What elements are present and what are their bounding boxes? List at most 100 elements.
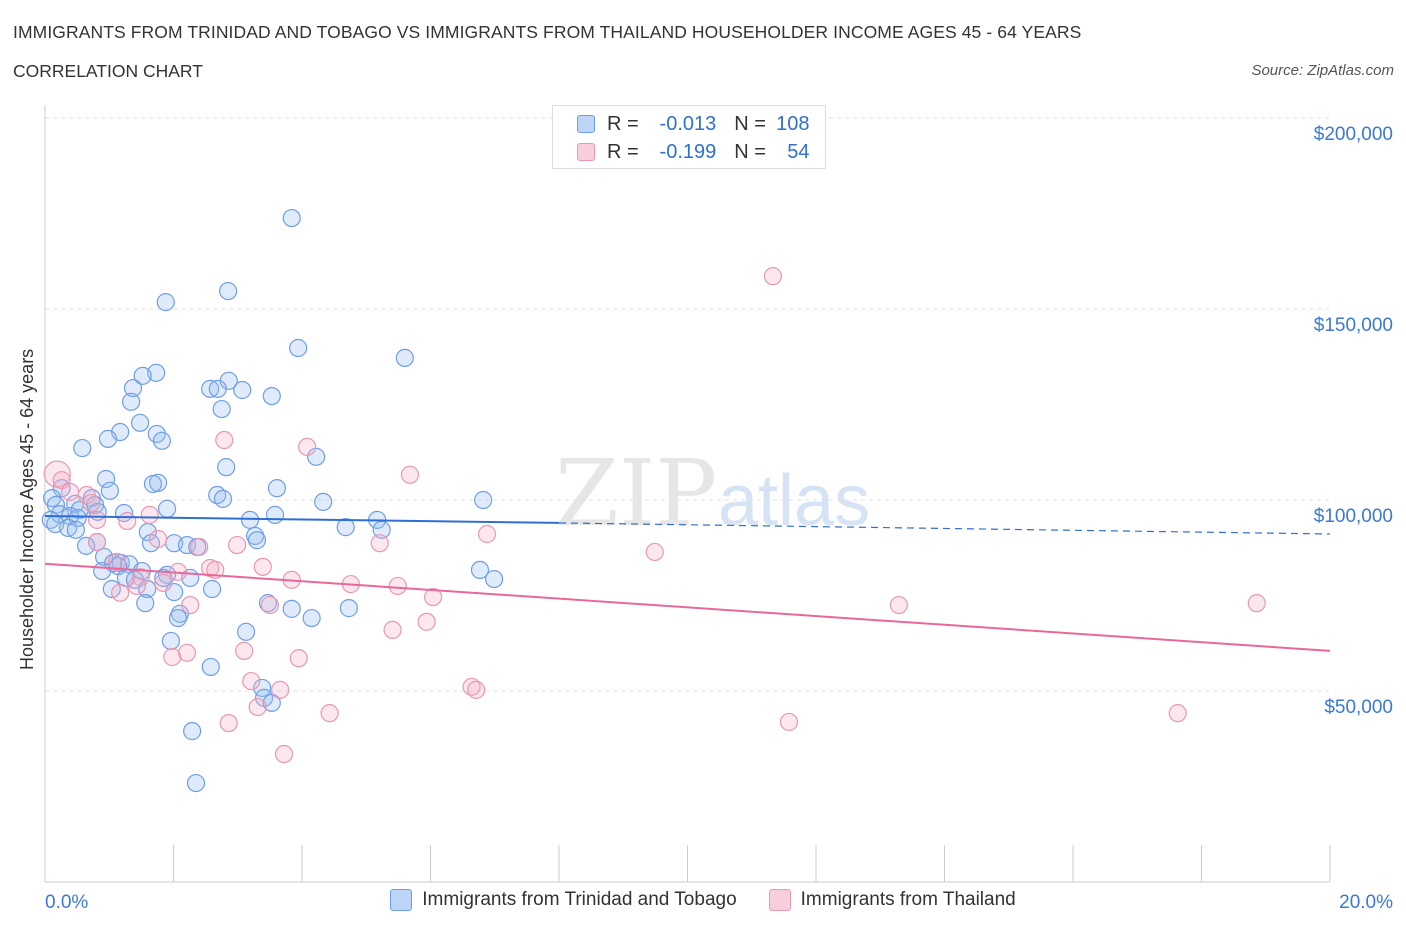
point-trinidad bbox=[307, 447, 326, 466]
point-thailand bbox=[111, 583, 130, 602]
n-value: 108 bbox=[776, 112, 810, 135]
point-trinidad bbox=[212, 399, 231, 419]
point-trinidad bbox=[289, 338, 308, 358]
point-thailand bbox=[467, 680, 486, 699]
point-trinidad bbox=[474, 490, 493, 510]
point-thailand bbox=[235, 641, 254, 660]
point-thailand bbox=[87, 532, 107, 552]
point-trinidad bbox=[233, 380, 252, 400]
legend-item-thailand[interactable]: Immigrants from Thailand bbox=[768, 889, 1016, 911]
point-thailand bbox=[645, 542, 664, 562]
point-thailand bbox=[140, 505, 159, 524]
point-trinidad bbox=[470, 560, 490, 580]
r-label: R = bbox=[607, 140, 639, 163]
point-trinidad bbox=[73, 438, 92, 458]
trend-line-trinidad bbox=[44, 515, 560, 524]
legend-item-trinidad[interactable]: Immigrants from Trinidad and Tobago bbox=[390, 889, 737, 911]
point-thailand bbox=[127, 576, 146, 596]
x-tick-label: 0.0% bbox=[45, 892, 88, 913]
point-trinidad bbox=[168, 608, 188, 628]
point-trinidad bbox=[147, 363, 166, 382]
r-label: R = bbox=[607, 112, 639, 135]
point-trinidad bbox=[161, 631, 181, 651]
point-thailand bbox=[1168, 704, 1187, 723]
n-value: 54 bbox=[787, 140, 810, 163]
point-thailand bbox=[423, 587, 443, 607]
r-value: -0.013 bbox=[659, 112, 717, 135]
series-legend: Immigrants from Trinidad and Tobago Immi… bbox=[0, 889, 1406, 911]
point-trinidad bbox=[186, 773, 206, 793]
point-thailand bbox=[181, 595, 200, 615]
point-trinidad bbox=[217, 458, 236, 477]
point-trinidad bbox=[93, 561, 112, 581]
point-thailand bbox=[477, 524, 497, 544]
point-trinidad bbox=[282, 208, 301, 228]
chart-subtitle: CORRELATION CHART bbox=[13, 61, 203, 81]
point-thailand bbox=[219, 713, 238, 733]
point-thailand bbox=[289, 649, 308, 668]
point-thailand bbox=[148, 529, 168, 549]
watermark: ZIP bbox=[555, 440, 717, 547]
point-trinidad bbox=[262, 386, 281, 406]
point-trinidad bbox=[339, 599, 359, 618]
point-thailand bbox=[271, 680, 290, 699]
point-thailand bbox=[118, 511, 137, 531]
y-tick-label: $100,000 bbox=[1314, 506, 1393, 527]
point-trinidad bbox=[98, 429, 118, 448]
point-thailand bbox=[370, 534, 389, 553]
point-trinidad bbox=[202, 579, 222, 599]
trend-line-thailand bbox=[44, 562, 1331, 652]
n-label: N = bbox=[734, 140, 766, 163]
point-trinidad bbox=[213, 489, 233, 508]
point-thailand bbox=[242, 671, 261, 691]
point-thailand bbox=[248, 697, 267, 717]
point-thailand bbox=[383, 620, 402, 639]
point-thailand bbox=[131, 568, 150, 587]
legend-row-thailand: R = -0.199 N = 54 bbox=[577, 140, 810, 164]
blue-swatch bbox=[577, 115, 595, 133]
source-label: Source: ZipAtlas.com bbox=[1251, 62, 1394, 79]
point-thailand bbox=[82, 493, 101, 513]
point-thailand bbox=[60, 482, 80, 502]
point-thailand bbox=[260, 595, 279, 615]
point-trinidad bbox=[143, 474, 163, 494]
legend-row-trinidad: R = -0.013 N = 108 bbox=[577, 112, 810, 136]
point-thailand bbox=[388, 576, 407, 596]
point-thailand bbox=[107, 552, 127, 571]
point-thailand bbox=[253, 557, 272, 576]
point-thailand bbox=[177, 643, 197, 662]
point-trinidad bbox=[133, 366, 152, 385]
point-thailand bbox=[417, 612, 436, 631]
point-trinidad bbox=[136, 594, 155, 613]
legend-label: Immigrants from Thailand bbox=[800, 889, 1016, 910]
point-thailand bbox=[320, 704, 339, 723]
point-trinidad bbox=[152, 431, 172, 450]
pink-swatch bbox=[577, 143, 595, 161]
point-trinidad bbox=[157, 499, 177, 518]
point-trinidad bbox=[314, 492, 333, 512]
point-trinidad bbox=[201, 379, 220, 398]
trend-line-trinidad-extrapolated bbox=[558, 522, 1331, 535]
legend-label: Immigrants from Trinidad and Tobago bbox=[422, 889, 737, 910]
point-thailand bbox=[298, 437, 317, 457]
y-tick-label: $200,000 bbox=[1314, 124, 1393, 145]
n-label: N = bbox=[734, 112, 766, 135]
chart-title: IMMIGRANTS FROM TRINIDAD AND TOBAGO VS I… bbox=[13, 22, 1082, 42]
point-thailand bbox=[779, 712, 799, 732]
point-thailand bbox=[228, 535, 247, 555]
x-tick-label: 20.0% bbox=[1339, 892, 1393, 913]
point-trinidad bbox=[267, 479, 287, 498]
point-trinidad bbox=[123, 378, 143, 398]
point-thailand bbox=[889, 595, 908, 615]
point-trinidad bbox=[302, 608, 321, 628]
blue-swatch bbox=[390, 889, 413, 911]
point-trinidad bbox=[138, 579, 157, 599]
point-trinidad bbox=[237, 622, 256, 641]
point-thailand bbox=[87, 510, 107, 529]
point-trinidad bbox=[208, 379, 227, 398]
point-trinidad bbox=[100, 481, 119, 500]
point-trinidad bbox=[336, 518, 355, 537]
point-trinidad bbox=[121, 392, 141, 411]
point-thailand bbox=[1247, 594, 1266, 613]
